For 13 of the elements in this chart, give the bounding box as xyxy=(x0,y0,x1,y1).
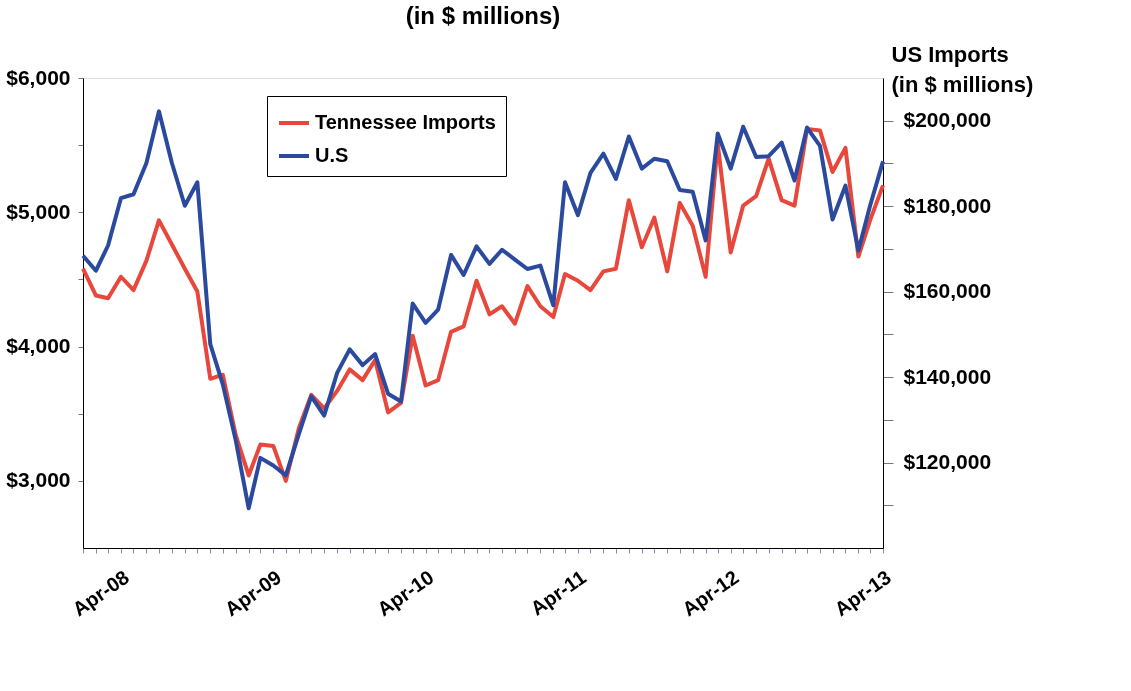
y2-tick-label: $140,000 xyxy=(903,364,992,388)
y-tick-label: $3,000 xyxy=(6,468,71,492)
y-tick-label: $4,000 xyxy=(6,334,71,358)
y2-tick-label: $120,000 xyxy=(903,450,992,474)
y2-axis-title: US Imports (in $ millions) xyxy=(891,41,1034,97)
y2-tick-label: $200,000 xyxy=(903,108,992,132)
y2-tick-label: $180,000 xyxy=(903,193,992,217)
legend-label: U.S xyxy=(315,144,349,166)
y-tick-label: $5,000 xyxy=(6,199,71,223)
y-tick-label: $6,000 xyxy=(6,65,71,89)
legend-label: Tennessee Imports xyxy=(315,111,496,133)
chart-title: (in $ millions) xyxy=(405,2,561,29)
y2-tick-label: $160,000 xyxy=(903,279,992,303)
